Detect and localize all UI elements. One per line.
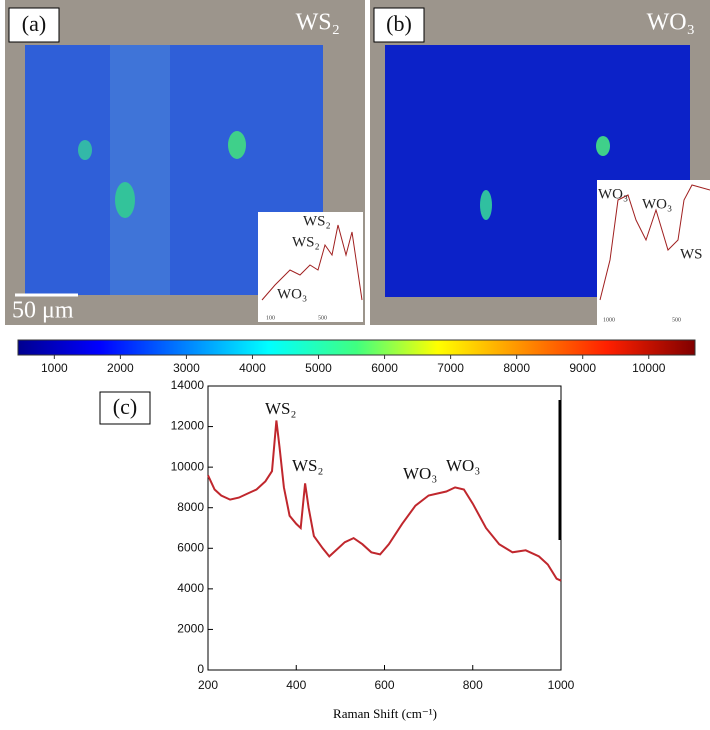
x-tick-label: 200 bbox=[198, 678, 218, 692]
colorbar bbox=[17, 339, 696, 356]
y-tick-label: 6000 bbox=[177, 540, 204, 554]
panel-title: WO₃ bbox=[647, 10, 695, 36]
hotspot bbox=[596, 136, 610, 156]
colorbar-tick-label: 1000 bbox=[41, 361, 68, 375]
inset-tick: 100 bbox=[266, 315, 275, 321]
annotation: WO₃ bbox=[446, 456, 480, 475]
annotation: WS₂ bbox=[265, 399, 296, 418]
x-tick-label: 400 bbox=[286, 678, 306, 692]
colorbar-tick-label: 10000 bbox=[632, 361, 666, 375]
colorbar-tick-label: 4000 bbox=[239, 361, 266, 375]
panel-title: WS₂ bbox=[296, 10, 340, 36]
inset-spectrum bbox=[261, 224, 363, 301]
y-tick-label: 10000 bbox=[171, 459, 205, 473]
inset bbox=[258, 212, 363, 322]
y-tick-label: 8000 bbox=[177, 500, 204, 514]
panel-label: (a) bbox=[22, 11, 46, 36]
inset-tick: 500 bbox=[318, 315, 327, 321]
inset-label: WO₃ bbox=[642, 196, 672, 212]
panel-a: (a) WS₂ 50 μm WS₂ WS₂ WO₃ 100 500 bbox=[5, 0, 365, 325]
colorbar-tick-label: 8000 bbox=[503, 361, 530, 375]
colorbar-tick-label: 9000 bbox=[569, 361, 596, 375]
y-tick-label: 12000 bbox=[171, 419, 205, 433]
hotspot bbox=[78, 140, 92, 160]
colorbar-tick-label: 2000 bbox=[107, 361, 134, 375]
spectrum-line bbox=[207, 420, 562, 582]
map-band bbox=[110, 45, 170, 295]
colorbar-tick-label: 5000 bbox=[305, 361, 332, 375]
inset-label: WO₃ bbox=[598, 186, 628, 202]
y-tick-label: 0 bbox=[197, 662, 204, 676]
colorbar-tick-label: 7000 bbox=[437, 361, 464, 375]
y-tick-label: 2000 bbox=[177, 622, 204, 636]
x-tick-label: 600 bbox=[374, 678, 394, 692]
inset-label: WS₂ bbox=[303, 213, 331, 229]
x-tick-label: 1000 bbox=[548, 678, 575, 692]
label-box bbox=[8, 7, 60, 43]
inset-label: WS bbox=[680, 246, 703, 262]
x-axis-label: Raman Shift (cm⁻¹) bbox=[333, 706, 437, 721]
colorbar-tick-label: 3000 bbox=[173, 361, 200, 375]
hotspot bbox=[228, 131, 246, 159]
inset-label: WS₂ bbox=[292, 234, 320, 250]
annotation: WO₃ bbox=[403, 464, 437, 483]
hotspot bbox=[480, 190, 492, 220]
label-box bbox=[373, 7, 425, 43]
colorbar-tick-label: 6000 bbox=[371, 361, 398, 375]
inset-tick: 1000 bbox=[603, 317, 615, 323]
panel-label: (b) bbox=[386, 11, 412, 36]
label-box bbox=[99, 391, 151, 425]
scale-label: 50 μm bbox=[12, 298, 74, 324]
panel-label: (c) bbox=[113, 394, 137, 419]
hotspot bbox=[115, 182, 135, 218]
inset-label: WO₃ bbox=[277, 286, 307, 302]
plot-frame bbox=[207, 385, 562, 671]
inset bbox=[597, 180, 710, 325]
inset-spectrum bbox=[599, 184, 710, 301]
x-tick-label: 800 bbox=[463, 678, 483, 692]
y-tick-label: 14000 bbox=[171, 378, 205, 392]
panel-b: (b) WO₃ WO₃ WO₃ WS 1000 500 bbox=[370, 0, 710, 325]
inset-tick: 500 bbox=[672, 317, 681, 323]
y-tick-label: 4000 bbox=[177, 581, 204, 595]
annotation: WS₂ bbox=[292, 456, 323, 475]
